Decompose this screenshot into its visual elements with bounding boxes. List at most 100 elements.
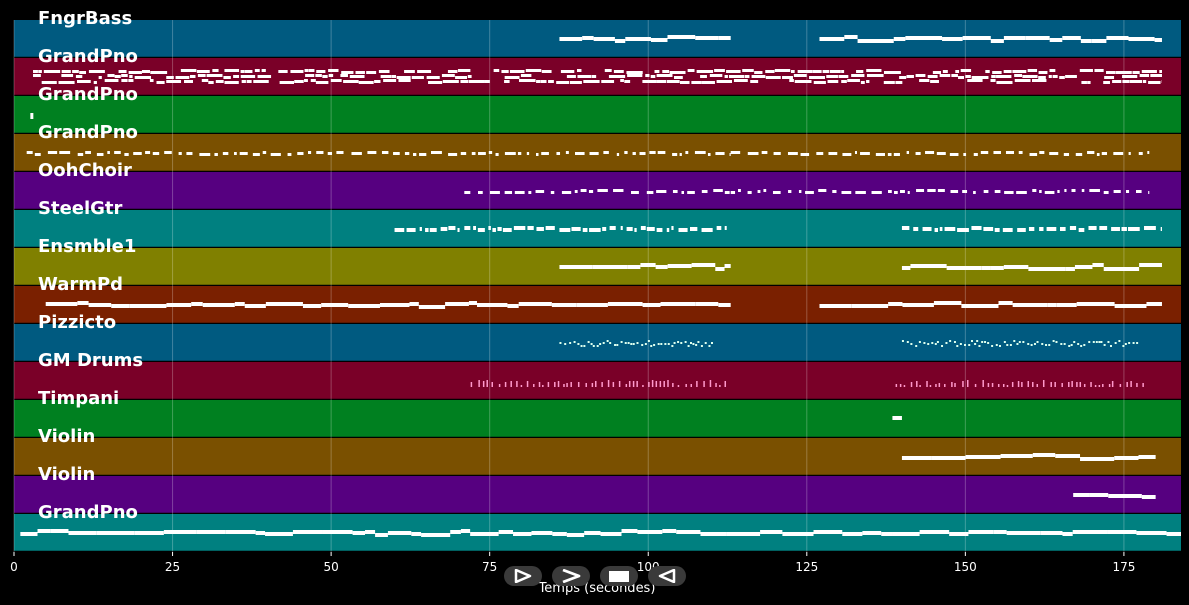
note	[789, 79, 794, 82]
note	[1095, 341, 1098, 343]
note	[628, 381, 631, 387]
note	[910, 343, 913, 345]
rewind-button[interactable]	[648, 566, 686, 586]
note	[919, 79, 930, 82]
note	[747, 191, 752, 194]
note	[1002, 228, 1013, 232]
note	[128, 79, 134, 82]
note	[498, 530, 514, 534]
note	[1075, 153, 1083, 156]
note	[1022, 75, 1038, 78]
note	[797, 70, 813, 73]
note	[901, 456, 932, 460]
note	[626, 227, 633, 231]
note	[577, 343, 580, 345]
note	[486, 380, 488, 387]
note	[679, 81, 690, 84]
note	[667, 35, 696, 39]
note	[709, 380, 712, 387]
note	[788, 190, 792, 193]
note	[79, 71, 87, 74]
note	[509, 70, 525, 73]
note	[936, 341, 939, 343]
note	[1079, 69, 1093, 72]
note	[955, 70, 960, 73]
note	[632, 343, 635, 345]
note	[352, 531, 366, 535]
note	[724, 381, 727, 387]
note	[695, 344, 698, 346]
note	[1039, 151, 1045, 154]
note	[637, 530, 663, 534]
note	[809, 76, 825, 79]
note	[495, 153, 499, 156]
note	[429, 228, 437, 232]
note	[1144, 226, 1156, 230]
note	[626, 71, 643, 74]
note	[1106, 71, 1116, 74]
note	[1006, 385, 1009, 387]
note	[790, 70, 795, 73]
note	[655, 381, 658, 387]
play-button[interactable]	[504, 566, 542, 586]
note	[1136, 190, 1142, 193]
note	[583, 80, 600, 83]
note	[514, 191, 525, 194]
note	[1012, 303, 1048, 307]
note	[842, 153, 852, 156]
note	[644, 343, 647, 345]
note	[1032, 453, 1056, 457]
note	[566, 533, 585, 537]
note	[473, 226, 477, 230]
note	[981, 266, 991, 270]
track-label: GrandPno	[38, 46, 138, 67]
note	[945, 342, 948, 344]
note	[742, 69, 754, 72]
note	[624, 342, 627, 344]
note	[196, 70, 210, 73]
note	[620, 226, 623, 230]
note	[566, 75, 576, 78]
note	[1038, 76, 1046, 79]
note	[111, 304, 130, 308]
note	[1080, 345, 1083, 347]
note	[902, 303, 934, 307]
fast-forward-button[interactable]	[552, 566, 590, 586]
note	[1114, 342, 1117, 344]
note	[620, 79, 624, 82]
track-band	[14, 324, 1181, 361]
note	[45, 302, 78, 306]
note	[1042, 380, 1045, 387]
track-label: FngrBass	[38, 8, 132, 29]
note	[1052, 340, 1055, 342]
note	[307, 151, 312, 154]
note	[1078, 228, 1085, 232]
note	[616, 344, 619, 346]
note	[589, 152, 599, 155]
note	[887, 153, 892, 156]
note	[513, 532, 532, 536]
note	[457, 69, 471, 72]
note	[942, 70, 948, 73]
note	[569, 342, 572, 344]
track-notes	[20, 529, 1181, 537]
note	[577, 382, 580, 387]
note	[380, 75, 392, 78]
note	[470, 532, 499, 536]
note	[536, 227, 544, 231]
note	[913, 227, 919, 231]
note	[134, 531, 164, 535]
note	[460, 529, 471, 533]
note	[535, 190, 545, 193]
stop-button[interactable]	[600, 566, 638, 586]
note	[343, 80, 359, 83]
note	[1062, 36, 1081, 40]
note	[974, 343, 977, 345]
note	[156, 81, 165, 84]
note	[757, 190, 761, 193]
note	[888, 190, 892, 193]
note	[278, 70, 288, 73]
note	[290, 70, 304, 73]
note	[842, 532, 863, 536]
note	[1033, 343, 1036, 345]
